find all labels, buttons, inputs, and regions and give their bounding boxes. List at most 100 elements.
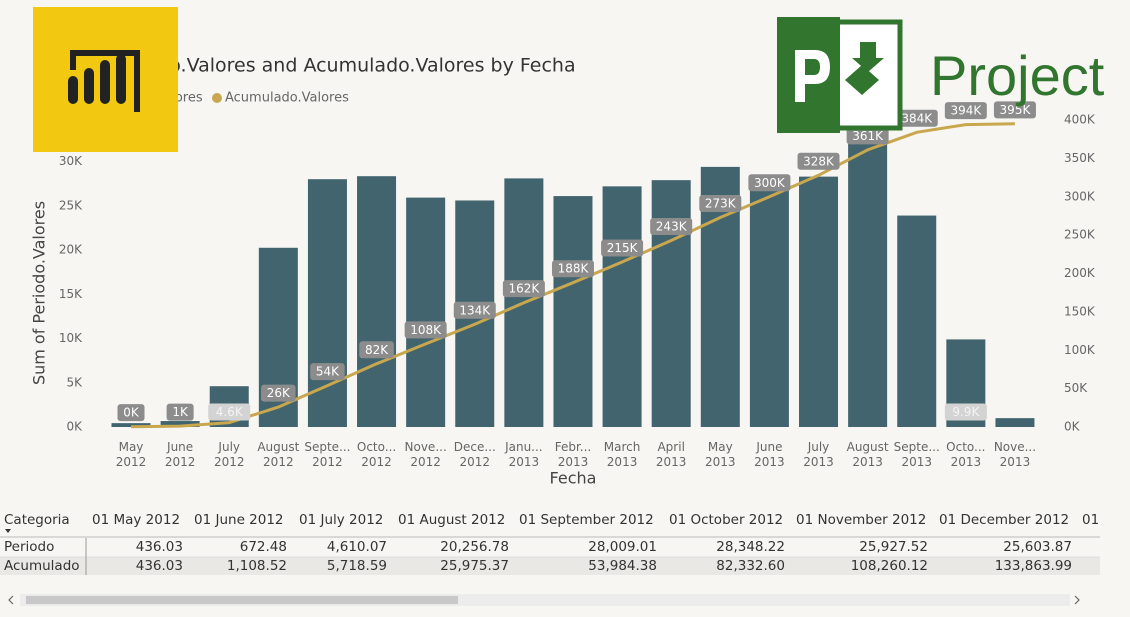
- data-label-box: [208, 403, 251, 421]
- y-tick-label: 10K: [59, 331, 83, 345]
- x-tick-label: Octo... 2012: [357, 440, 396, 469]
- logo-letter: [795, 50, 830, 102]
- y2-tick-label: 250K: [1064, 228, 1096, 242]
- data-label: 361K: [852, 129, 884, 143]
- x-tick-label: Febr... 2013: [555, 440, 592, 469]
- x-tick-label: Nove... 2013: [994, 440, 1036, 469]
- data-label-box: [944, 403, 987, 421]
- data-label-box: [699, 194, 742, 212]
- y2-tick-label: 150K: [1064, 304, 1096, 318]
- bar: [357, 176, 397, 427]
- x-tick-label: Octo... 2013: [946, 440, 985, 469]
- column-header: 01 August 2012: [398, 512, 505, 528]
- column-header: 01 December 2012: [939, 512, 1069, 528]
- y-tick-label: 20K: [59, 243, 83, 257]
- logo-bar: [68, 76, 78, 104]
- data-label: 134K: [459, 303, 491, 317]
- y2-tick-label: 50K: [1064, 381, 1088, 395]
- plot: 0K 5K 10K 15K 20K 25K 30K 0K 50K 100K 150K 200K 250K…: [59, 101, 1096, 469]
- x-tick-label: May 2013: [705, 440, 736, 469]
- y-tick-label: 15K: [59, 287, 83, 301]
- data-label: 328K: [803, 154, 835, 168]
- sort-indicator: [5, 529, 11, 533]
- y2-tick-label: 200K: [1064, 266, 1096, 280]
- cell: 672.48: [240, 539, 287, 555]
- data-label-box: [404, 321, 447, 339]
- scrollbar[interactable]: [8, 594, 1080, 606]
- cell: 82,332.60: [716, 558, 785, 574]
- table: Categoria 01 May 2012 01 June 2012 01 July …: [0, 512, 1100, 575]
- scroll-right[interactable]: [1074, 595, 1080, 605]
- line: [130, 122, 1015, 429]
- data-label-box: [797, 152, 840, 170]
- column-header: 01 June 2012: [194, 512, 284, 528]
- data-label: 300K: [754, 176, 786, 190]
- column-header: 01 July 2012: [299, 512, 383, 528]
- project-wordmark: Project: [930, 44, 1105, 107]
- data-label: 0K: [123, 406, 140, 420]
- y-axis-title: Sum of Periodo.Valores: [30, 201, 49, 385]
- row-header: Periodo: [4, 539, 54, 555]
- bar: [406, 197, 446, 427]
- x-tick-label: Dece... 2012: [454, 440, 496, 469]
- data-label: 4.6K: [216, 405, 244, 419]
- data-label-box: [895, 109, 938, 127]
- data-label-box: [310, 363, 345, 381]
- x-tick-label: June 2013: [754, 440, 785, 469]
- logo-bar: [84, 68, 94, 104]
- bar: [602, 186, 642, 427]
- data-label-box: [261, 384, 296, 402]
- project-logo: Project: [777, 17, 1105, 133]
- data-label-box: [453, 301, 496, 319]
- legend-marker: [212, 93, 222, 103]
- bar: [307, 179, 347, 427]
- cell: 5,718.59: [327, 558, 387, 574]
- logo-arrow: [852, 42, 884, 72]
- x-tick-label: Janu... 2013: [504, 440, 543, 469]
- y-tick-label: 30K: [59, 154, 83, 168]
- cell: 133,863.99: [995, 558, 1072, 574]
- y2-tick-label: 350K: [1064, 151, 1096, 165]
- cell: 25,975.37: [440, 558, 509, 574]
- data-label: 162K: [508, 282, 540, 296]
- x-tick-label: Septe... 2012: [304, 440, 350, 469]
- data-label: 54K: [316, 365, 340, 379]
- bar: [799, 176, 839, 427]
- column-header: 01 September 2012: [519, 512, 654, 528]
- x-tick-label: April 2013: [656, 440, 687, 469]
- data-label: 395K: [1000, 103, 1032, 117]
- bar: [651, 180, 691, 427]
- logo-diamond: [845, 65, 879, 95]
- x-axis-title: Fecha: [550, 469, 597, 488]
- bar: [111, 423, 151, 427]
- data-label: 243K: [656, 219, 688, 233]
- cell: 436.03: [136, 558, 183, 574]
- data-label: 188K: [558, 262, 590, 276]
- cell: 108,260.12: [851, 558, 928, 574]
- data-label: 26K: [267, 386, 291, 400]
- x-tick-label: Nove... 2012: [405, 440, 447, 469]
- data-label-box: [359, 341, 394, 359]
- cell: 28,348.22: [716, 539, 785, 555]
- cell: 1,108.52: [227, 558, 287, 574]
- y2-tick-label: 400K: [1064, 113, 1096, 127]
- column-header: 01 November 2012: [796, 512, 926, 528]
- x-tick-label: Septe... 2013: [894, 440, 940, 469]
- data-label: 108K: [410, 323, 442, 337]
- cell: 53,984.38: [588, 558, 657, 574]
- data-label-box: [846, 127, 889, 145]
- data-label-box: [993, 101, 1036, 119]
- column-header: 01 May 2012: [92, 512, 180, 528]
- cell: 25,603.87: [1003, 539, 1072, 555]
- data-label-box: [601, 239, 644, 257]
- cell: 436.03: [136, 539, 183, 555]
- data-label-box: [944, 102, 987, 120]
- bar: [553, 196, 593, 427]
- data-label-box: [166, 403, 194, 421]
- scroll-thumb[interactable]: [26, 596, 458, 604]
- scroll-left[interactable]: [8, 595, 14, 605]
- cell: 28,009.01: [588, 539, 657, 555]
- legend-label: Acumulado.Valores: [225, 91, 349, 106]
- bar: [995, 418, 1035, 427]
- data-label: 273K: [705, 196, 737, 210]
